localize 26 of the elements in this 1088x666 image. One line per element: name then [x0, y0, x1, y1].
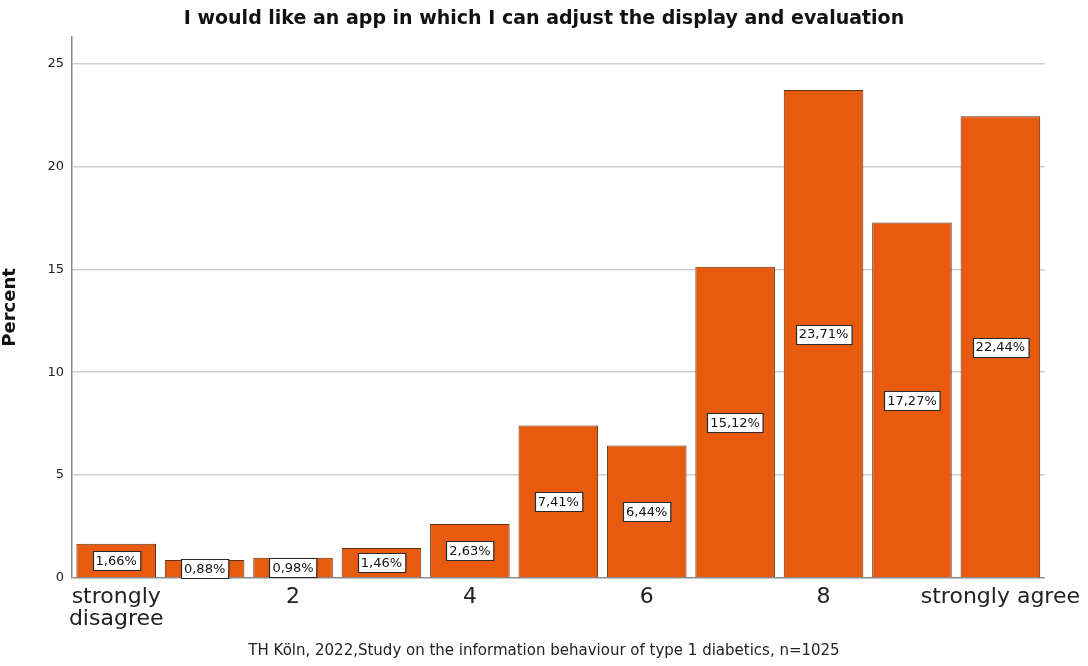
y-axis-title: Percent: [0, 267, 20, 347]
text: TH Köln, 2022,Study on the information behaviour of type 1 diabetics, n=1025: [247, 640, 840, 659]
chart-title: I would like an app in which I can adjust the display and evaluation: [183, 6, 905, 29]
y-tick-label: 0: [55, 569, 64, 585]
data-label: 2,63%: [449, 543, 491, 559]
data-label: 22,44%: [975, 339, 1026, 355]
x-tick-label: 8: [816, 582, 831, 608]
data-label: 0,98%: [272, 560, 314, 576]
data-label: 17,27%: [887, 392, 937, 408]
data-label: 23,71%: [798, 326, 849, 342]
x-tick-label: 2: [286, 582, 301, 608]
x-tick-label: 4: [462, 582, 477, 608]
y-tick-label: 5: [55, 466, 64, 482]
x-tick-label: strongly disagree: [68, 582, 164, 630]
data-label: 1,46%: [360, 555, 403, 571]
data-label: 6,44%: [626, 504, 668, 520]
x-tick-label: 6: [639, 582, 654, 608]
y-tick-label: 25: [47, 54, 64, 70]
y-tick-label: 15: [47, 260, 64, 276]
data-label: 1,66%: [95, 553, 137, 569]
y-tick-label: 20: [47, 157, 64, 173]
x-tick-label: strongly agree: [920, 582, 1081, 608]
data-label: 15,12%: [710, 414, 760, 430]
y-tick-label: 10: [47, 363, 64, 379]
data-label: 7,41%: [537, 494, 579, 510]
data-label: 0,88%: [183, 561, 226, 577]
